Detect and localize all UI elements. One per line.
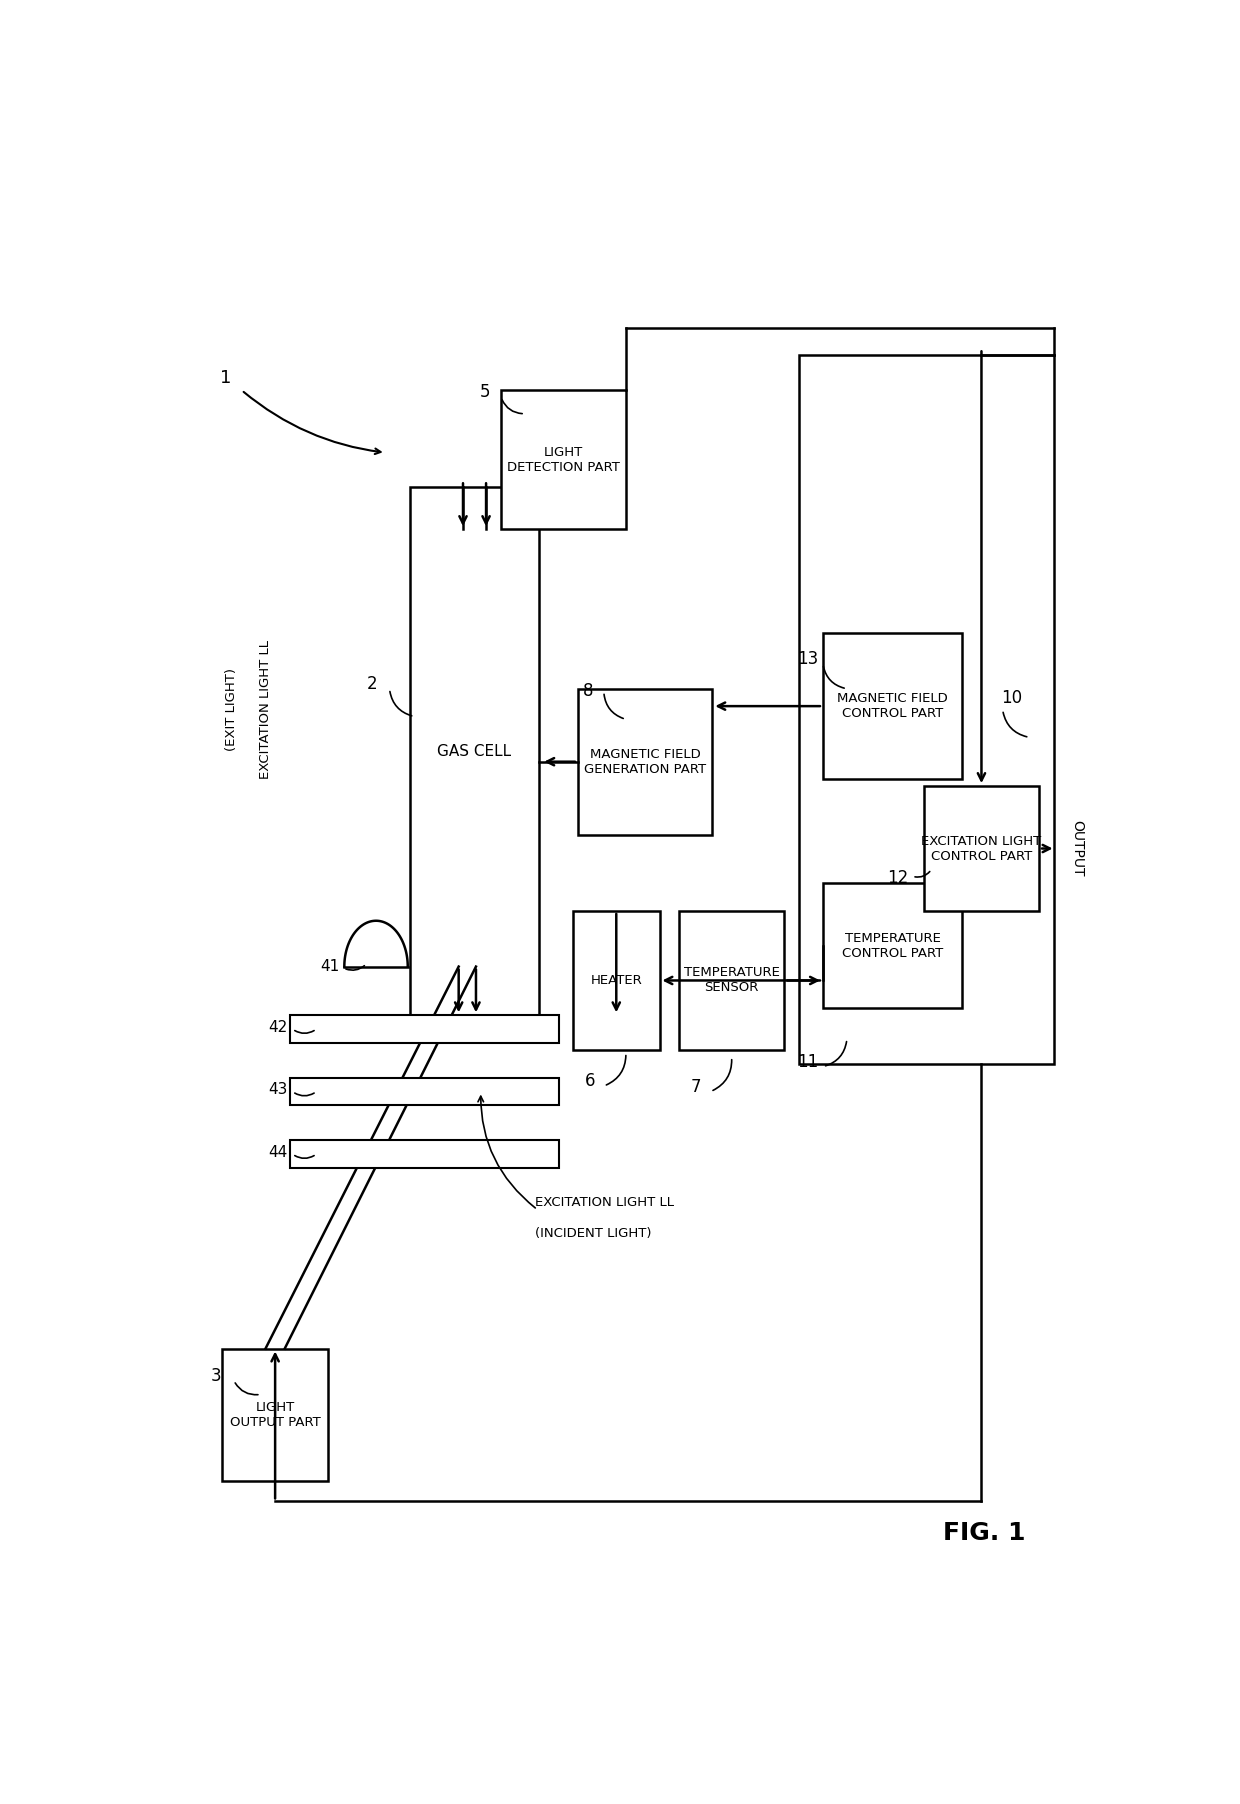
Text: EXCITATION LIGHT LL: EXCITATION LIGHT LL <box>259 640 272 779</box>
Text: 11: 11 <box>797 1052 818 1070</box>
FancyBboxPatch shape <box>924 787 1039 911</box>
Text: (EXIT LIGHT): (EXIT LIGHT) <box>226 667 238 750</box>
FancyBboxPatch shape <box>823 884 962 1008</box>
Text: 8: 8 <box>583 682 593 700</box>
Text: MAGNETIC FIELD
CONTROL PART: MAGNETIC FIELD CONTROL PART <box>837 693 947 720</box>
FancyBboxPatch shape <box>578 689 713 835</box>
Text: 12: 12 <box>888 870 909 888</box>
Text: HEATER: HEATER <box>590 974 642 987</box>
FancyBboxPatch shape <box>290 1140 558 1167</box>
Text: (INCIDENT LIGHT): (INCIDENT LIGHT) <box>534 1227 651 1239</box>
FancyBboxPatch shape <box>799 355 1054 1064</box>
FancyBboxPatch shape <box>222 1349 327 1481</box>
Text: 42: 42 <box>268 1019 288 1035</box>
Text: LIGHT
DETECTION PART: LIGHT DETECTION PART <box>507 446 620 474</box>
Text: EXCITATION LIGHT
CONTROL PART: EXCITATION LIGHT CONTROL PART <box>921 835 1042 862</box>
Text: 6: 6 <box>584 1072 595 1090</box>
FancyBboxPatch shape <box>573 911 660 1050</box>
Text: TEMPERATURE
SENSOR: TEMPERATURE SENSOR <box>683 967 780 994</box>
Text: 5: 5 <box>480 382 490 400</box>
Text: 44: 44 <box>268 1146 288 1160</box>
Text: 10: 10 <box>1001 689 1022 707</box>
FancyBboxPatch shape <box>678 911 785 1050</box>
Text: EXCITATION LIGHT LL: EXCITATION LIGHT LL <box>534 1196 673 1209</box>
Text: TEMPERATURE
CONTROL PART: TEMPERATURE CONTROL PART <box>842 931 944 960</box>
Text: 13: 13 <box>797 649 818 667</box>
Text: MAGNETIC FIELD
GENERATION PART: MAGNETIC FIELD GENERATION PART <box>584 747 706 776</box>
Text: 1: 1 <box>221 370 232 388</box>
FancyBboxPatch shape <box>290 1016 558 1043</box>
Text: OUTPUT: OUTPUT <box>1070 821 1085 877</box>
FancyBboxPatch shape <box>823 633 962 779</box>
Text: 43: 43 <box>268 1082 288 1097</box>
Text: 7: 7 <box>691 1077 701 1095</box>
Text: GAS CELL: GAS CELL <box>438 743 512 759</box>
FancyBboxPatch shape <box>290 1077 558 1106</box>
Text: 2: 2 <box>367 675 377 693</box>
Text: 3: 3 <box>211 1366 222 1384</box>
FancyBboxPatch shape <box>501 390 626 529</box>
FancyBboxPatch shape <box>409 487 539 1016</box>
Text: FIG. 1: FIG. 1 <box>942 1521 1025 1546</box>
Text: 41: 41 <box>320 958 340 974</box>
Text: LIGHT
OUTPUT PART: LIGHT OUTPUT PART <box>229 1400 320 1429</box>
